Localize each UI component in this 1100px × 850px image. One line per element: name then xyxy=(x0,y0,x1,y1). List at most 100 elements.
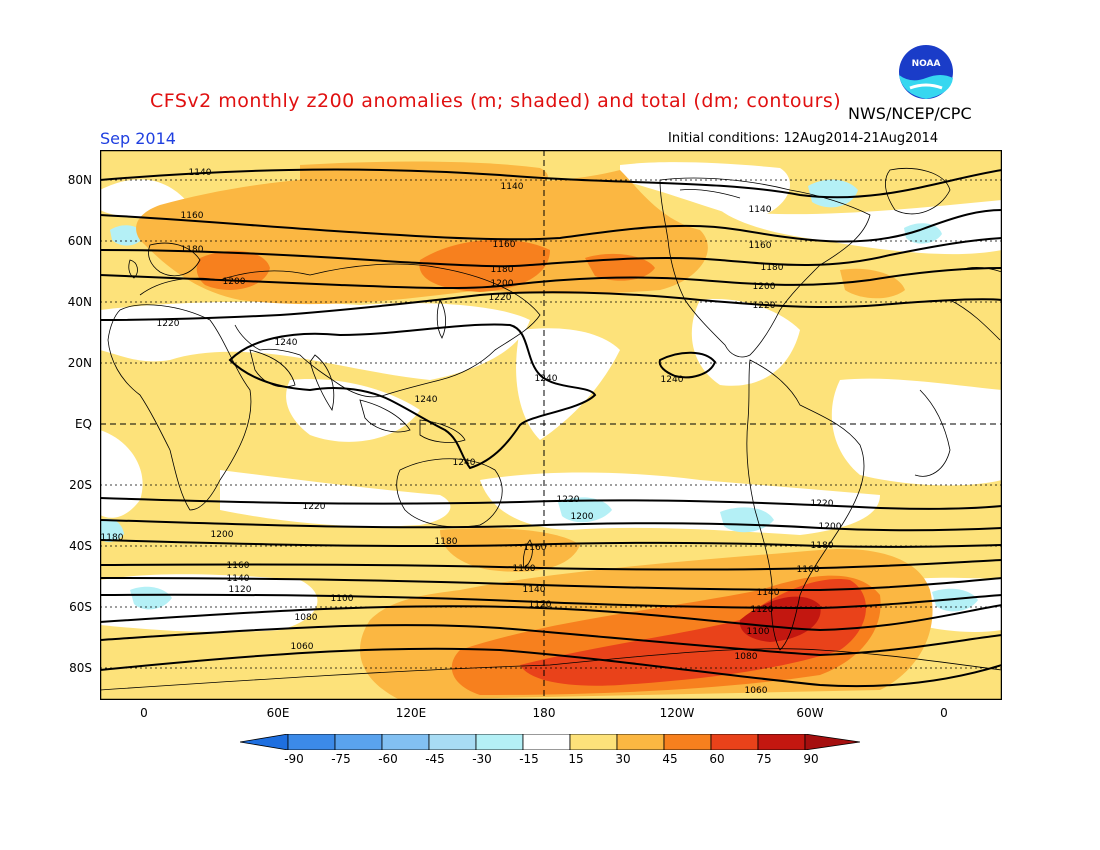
contour-label: 1100 xyxy=(331,594,354,604)
colorbar xyxy=(240,734,860,750)
contour-label: 1220 xyxy=(303,502,326,512)
contour-label: 1240 xyxy=(275,338,298,348)
contour-label: 1220 xyxy=(489,293,512,303)
colorbar-segment xyxy=(428,734,477,750)
contour-label: 1140 xyxy=(189,168,212,178)
contour-1140-north xyxy=(100,168,1002,199)
colorbar-segment xyxy=(663,734,712,750)
lat-label-40n: 40N xyxy=(67,295,92,309)
colorbar-label: -90 xyxy=(284,752,304,766)
contour-label: 1220 xyxy=(157,319,180,329)
contour-1060-south xyxy=(100,647,1002,688)
contour-label: 1180 xyxy=(491,265,514,275)
contour-1100-south xyxy=(100,604,1002,632)
colorbar-label: -45 xyxy=(425,752,445,766)
lat-label-80n: 80N xyxy=(67,173,92,187)
colorbar-segment xyxy=(522,734,571,750)
lon-label-0-east: 0 xyxy=(940,706,948,720)
contour-1080-south xyxy=(100,624,1002,657)
colorbar-label: -60 xyxy=(378,752,398,766)
colorbar-segment xyxy=(616,734,665,750)
contour-label: 1120 xyxy=(229,585,252,595)
month-label: Sep 2014 xyxy=(100,129,176,148)
contour-label: 1140 xyxy=(749,205,772,215)
noaa-logo-icon: NOAA xyxy=(897,43,955,101)
contour-label: 1200 xyxy=(223,277,246,287)
contour-label: 1200 xyxy=(753,282,776,292)
height-contours xyxy=(100,168,1002,688)
contour-label: 1120 xyxy=(529,600,552,610)
contour-label: 1140 xyxy=(501,182,524,192)
contour-1180-north xyxy=(100,237,1002,268)
colorbar-label: 45 xyxy=(662,752,678,766)
colorbar-label: -30 xyxy=(472,752,492,766)
contour-label: 1240 xyxy=(453,458,476,468)
chart-title: CFSv2 monthly z200 anomalies (m; shaded)… xyxy=(150,90,842,112)
contour-label: 1240 xyxy=(661,375,684,385)
lat-label-eq: EQ xyxy=(74,417,92,431)
contour-label: 1180 xyxy=(101,533,124,543)
contour-label: 1140 xyxy=(523,585,546,595)
contour-label: 1240 xyxy=(415,395,438,405)
lon-label-60w: 60W xyxy=(796,706,824,720)
colorbar-segment xyxy=(381,734,430,750)
contour-value-labels: 1140 1140 1140 1160 1160 1160 1160 1180 … xyxy=(101,168,842,696)
colorbar-label: 90 xyxy=(803,752,819,766)
negative-anomaly-regions xyxy=(100,179,978,612)
lat-label-60s: 60S xyxy=(69,600,92,614)
lon-label-60e: 60E xyxy=(266,706,290,720)
contour-label: 1200 xyxy=(211,530,234,540)
contour-1200-south xyxy=(100,519,1002,532)
coastlines xyxy=(100,168,1002,691)
contour-label: 1120 xyxy=(751,605,774,615)
contour-label: 1220 xyxy=(557,495,580,505)
contour-1240-west xyxy=(658,351,717,379)
map-frame xyxy=(100,150,1002,700)
colorbar-segment xyxy=(804,734,860,750)
contour-label: 1200 xyxy=(491,279,514,289)
colorbar-label: 75 xyxy=(756,752,772,766)
lon-label-120e: 120E xyxy=(395,706,427,720)
contour-label: 1100 xyxy=(747,627,770,637)
contour-label: 1160 xyxy=(749,241,772,251)
agency-label: NWS/NCEP/CPC xyxy=(848,104,972,123)
contour-label: 1180 xyxy=(181,245,204,255)
lon-label-0-west: 0 xyxy=(140,706,148,720)
colorbar-segment xyxy=(287,734,336,750)
lat-label-80s: 80S xyxy=(69,661,92,675)
contour-label: 1200 xyxy=(571,512,594,522)
contour-1220-south xyxy=(100,497,1002,510)
lat-label-60n: 60N xyxy=(67,234,92,248)
initial-conditions-label: Initial conditions: 12Aug2014-21Aug2014 xyxy=(668,131,939,146)
colorbar-segment xyxy=(757,734,806,750)
contour-label: 1140 xyxy=(757,588,780,598)
contour-1180-south xyxy=(100,539,1002,548)
contour-label: 1160 xyxy=(524,543,547,553)
anomaly-map: 1140 1140 1140 1160 1160 1160 1160 1180 … xyxy=(100,150,1002,700)
colorbar-label: 60 xyxy=(709,752,725,766)
contour-label: 1160 xyxy=(797,565,820,575)
colorbar-segment xyxy=(710,734,759,750)
contour-label: 1180 xyxy=(811,541,834,551)
contour-label: 1160 xyxy=(181,211,204,221)
equator-and-dateline xyxy=(100,150,1002,700)
colorbar-label: -15 xyxy=(519,752,539,766)
colorbar-segment xyxy=(240,734,289,750)
contour-1160-south xyxy=(100,559,1002,571)
colorbar-segment xyxy=(475,734,524,750)
colorbar-segment xyxy=(569,734,618,750)
lon-label-120w: 120W xyxy=(659,706,695,720)
dotted-gridlines xyxy=(100,179,1002,669)
contour-1220-north xyxy=(100,291,1002,321)
colorbar-label: -75 xyxy=(331,752,351,766)
lon-label-180: 180 xyxy=(532,706,556,720)
contour-label: 1060 xyxy=(745,686,768,696)
colorbar-segment xyxy=(334,734,383,750)
logo-text: NOAA xyxy=(912,59,941,69)
contour-label: 1220 xyxy=(753,301,776,311)
contour-1200-north xyxy=(100,267,1002,290)
contour-label: 1160 xyxy=(227,561,250,571)
contour-1140-south xyxy=(100,577,1002,592)
lat-label-40s: 40S xyxy=(69,539,92,553)
colorbar-label: 15 xyxy=(568,752,584,766)
